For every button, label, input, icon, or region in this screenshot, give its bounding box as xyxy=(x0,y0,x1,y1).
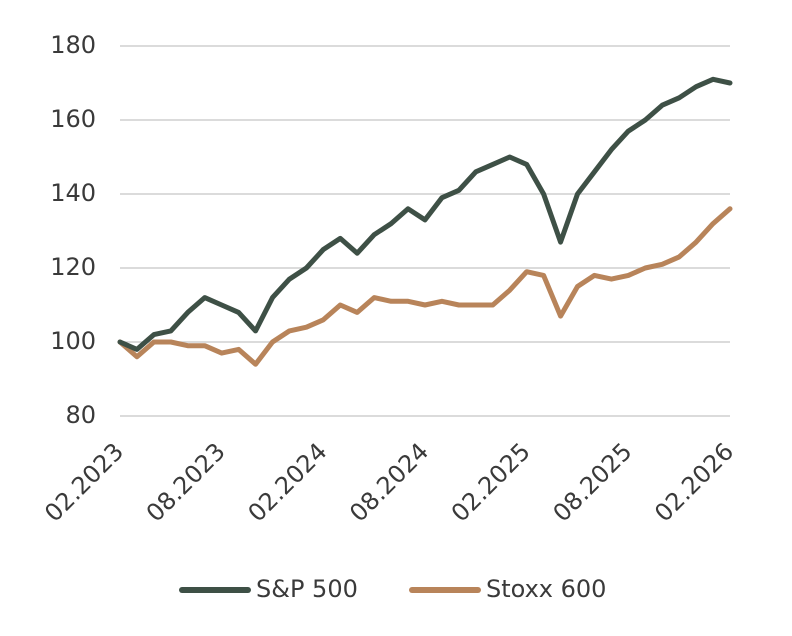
x-tick-label: 08.2024 xyxy=(344,437,434,527)
legend-label: S&P 500 xyxy=(256,575,358,603)
y-tick-label: 140 xyxy=(50,179,96,207)
y-tick-label: 100 xyxy=(50,327,96,355)
y-tick-label: 160 xyxy=(50,105,96,133)
y-tick-label: 120 xyxy=(50,253,96,281)
y-tick-label: 80 xyxy=(65,401,96,429)
series-line xyxy=(117,206,733,367)
x-tick-label: 08.2025 xyxy=(548,437,638,527)
x-tick-label: 08.2023 xyxy=(141,437,231,527)
x-tick-label: 02.2026 xyxy=(649,437,739,527)
x-tick-label: 02.2023 xyxy=(39,437,129,527)
x-tick-label: 02.2025 xyxy=(446,437,536,527)
x-tick-label: 02.2024 xyxy=(243,437,333,527)
legend-label: Stoxx 600 xyxy=(486,575,606,603)
y-tick-label: 180 xyxy=(50,31,96,59)
series-line xyxy=(117,76,733,352)
